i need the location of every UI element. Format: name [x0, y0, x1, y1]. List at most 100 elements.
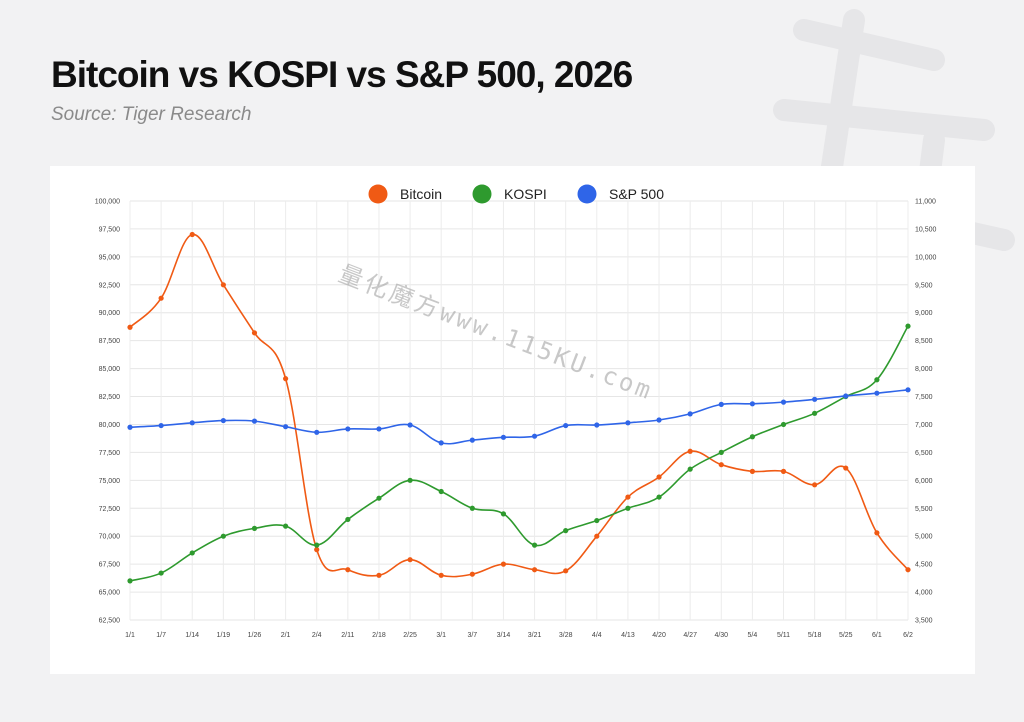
data-point-bitcoin	[189, 231, 195, 238]
data-point-bitcoin	[656, 474, 662, 480]
data-point-kospi	[749, 434, 756, 440]
right-tick-label: 11,000	[915, 199, 936, 206]
page-title: Bitcoin vs KOSPI vs S&P 500, 2026	[51, 54, 633, 95]
data-point-s-p-500	[127, 424, 133, 430]
data-point-bitcoin	[376, 572, 382, 578]
grid-lines	[129, 200, 909, 621]
x-tick-label: 3/28	[559, 632, 573, 639]
x-tick-label: 4/4	[592, 632, 602, 639]
x-tick-label: 2/4	[312, 632, 322, 639]
data-point-s-p-500	[189, 420, 195, 426]
left-tick-label: 67,500	[99, 562, 121, 569]
x-tick-label: 4/30	[714, 632, 728, 639]
right-tick-label: 4,000	[915, 590, 933, 597]
x-tick-label: 5/11	[777, 632, 790, 639]
left-tick-label: 87,500	[99, 338, 121, 345]
x-tick-label: 5/4	[748, 632, 758, 639]
legend-item-s-p-500: S&P 500	[577, 184, 664, 204]
data-point-kospi	[283, 523, 289, 529]
left-tick-label: 75,000	[99, 478, 121, 485]
x-tick-label: 4/13	[621, 632, 635, 639]
data-point-s-p-500	[407, 422, 413, 428]
legend-swatch-s-p-500	[577, 184, 597, 204]
x-tick-label: 1/14	[185, 632, 199, 639]
x-tick-label: 2/1	[281, 632, 291, 639]
data-point-kospi	[376, 495, 382, 501]
data-point-bitcoin	[407, 557, 413, 563]
data-point-kospi	[189, 550, 195, 556]
data-point-bitcoin	[905, 567, 911, 573]
data-point-kospi	[594, 517, 600, 524]
data-point-s-p-500	[905, 387, 911, 393]
right-tick-label: 3,500	[915, 618, 933, 625]
data-point-kospi	[812, 410, 818, 416]
left-tick-label: 97,500	[99, 226, 121, 233]
data-point-kospi	[500, 511, 507, 517]
right-tick-label: 4,500	[915, 562, 933, 569]
data-point-kospi	[127, 578, 133, 584]
data-point-bitcoin	[563, 568, 569, 574]
legend-label-s-p-500: S&P 500	[609, 186, 664, 202]
series-lines	[127, 231, 911, 584]
data-point-kospi	[531, 542, 538, 548]
data-point-kospi	[780, 421, 787, 428]
legend-swatch-kospi	[472, 184, 492, 204]
right-tick-label: 10,500	[915, 226, 937, 233]
data-point-bitcoin	[127, 324, 133, 330]
data-point-s-p-500	[656, 417, 662, 423]
data-point-s-p-500	[718, 401, 724, 407]
data-point-s-p-500	[780, 399, 787, 405]
left-tick-label: 80,000	[99, 422, 121, 429]
x-tick-label: 3/14	[497, 632, 511, 639]
data-point-bitcoin	[687, 448, 693, 454]
x-axis: 1/1 1/7 1/14 1/19 1/26 2/1 2/4 2/11 2/18 2/25 3/1 3…	[125, 632, 913, 639]
data-point-kospi	[251, 525, 258, 531]
data-point-bitcoin	[220, 282, 226, 288]
data-point-s-p-500	[251, 418, 258, 424]
right-tick-label: 8,500	[915, 338, 933, 345]
legend-item-kospi: KOSPI	[472, 184, 547, 204]
legend-label-bitcoin: Bitcoin	[400, 186, 442, 202]
line-chart: 62,500 65,000 67,500 70,000 72,500 75,000 77,5…	[95, 184, 937, 639]
x-tick-label: 1/26	[248, 632, 262, 639]
data-point-bitcoin	[625, 494, 631, 500]
right-tick-label: 7,500	[915, 394, 933, 401]
left-tick-label: 70,000	[99, 534, 121, 541]
data-point-kospi	[345, 516, 351, 523]
watermark-text: 量化魔方www.115KU.com	[335, 259, 658, 405]
data-point-kospi	[687, 466, 693, 472]
data-point-s-p-500	[469, 437, 475, 443]
x-tick-label: 2/25	[403, 632, 417, 639]
right-tick-label: 5,000	[915, 534, 933, 541]
data-point-kospi	[158, 570, 164, 576]
data-point-kospi	[407, 477, 413, 483]
data-point-bitcoin	[531, 567, 538, 573]
x-tick-label: 5/25	[839, 632, 853, 639]
data-point-kospi	[563, 528, 569, 534]
data-point-s-p-500	[500, 434, 507, 440]
data-point-kospi	[874, 377, 880, 383]
data-point-kospi	[220, 533, 226, 539]
right-tick-label: 9,500	[915, 282, 933, 289]
right-tick-label: 7,000	[915, 422, 933, 429]
page-subtitle: Source: Tiger Research	[51, 104, 252, 125]
data-point-bitcoin	[438, 572, 444, 578]
x-tick-label: 3/1	[436, 632, 446, 639]
data-point-s-p-500	[812, 396, 818, 402]
data-point-bitcoin	[594, 533, 600, 539]
left-tick-label: 77,500	[99, 450, 121, 457]
x-tick-label: 1/7	[156, 632, 166, 639]
x-tick-label: 6/1	[872, 632, 882, 639]
series-line-kospi	[129, 325, 909, 582]
left-y-axis: 62,500 65,000 67,500 70,000 72,500 75,000 77,5…	[95, 199, 120, 625]
right-tick-label: 6,500	[915, 450, 933, 457]
left-tick-label: 95,000	[99, 254, 121, 261]
data-point-kospi	[625, 505, 631, 511]
data-point-s-p-500	[283, 424, 289, 430]
data-point-bitcoin	[469, 571, 475, 577]
data-point-bitcoin	[283, 376, 289, 382]
left-tick-label: 90,000	[99, 310, 121, 317]
data-point-bitcoin	[718, 462, 724, 468]
series-bitcoin	[127, 231, 911, 578]
data-point-kospi	[656, 494, 662, 500]
